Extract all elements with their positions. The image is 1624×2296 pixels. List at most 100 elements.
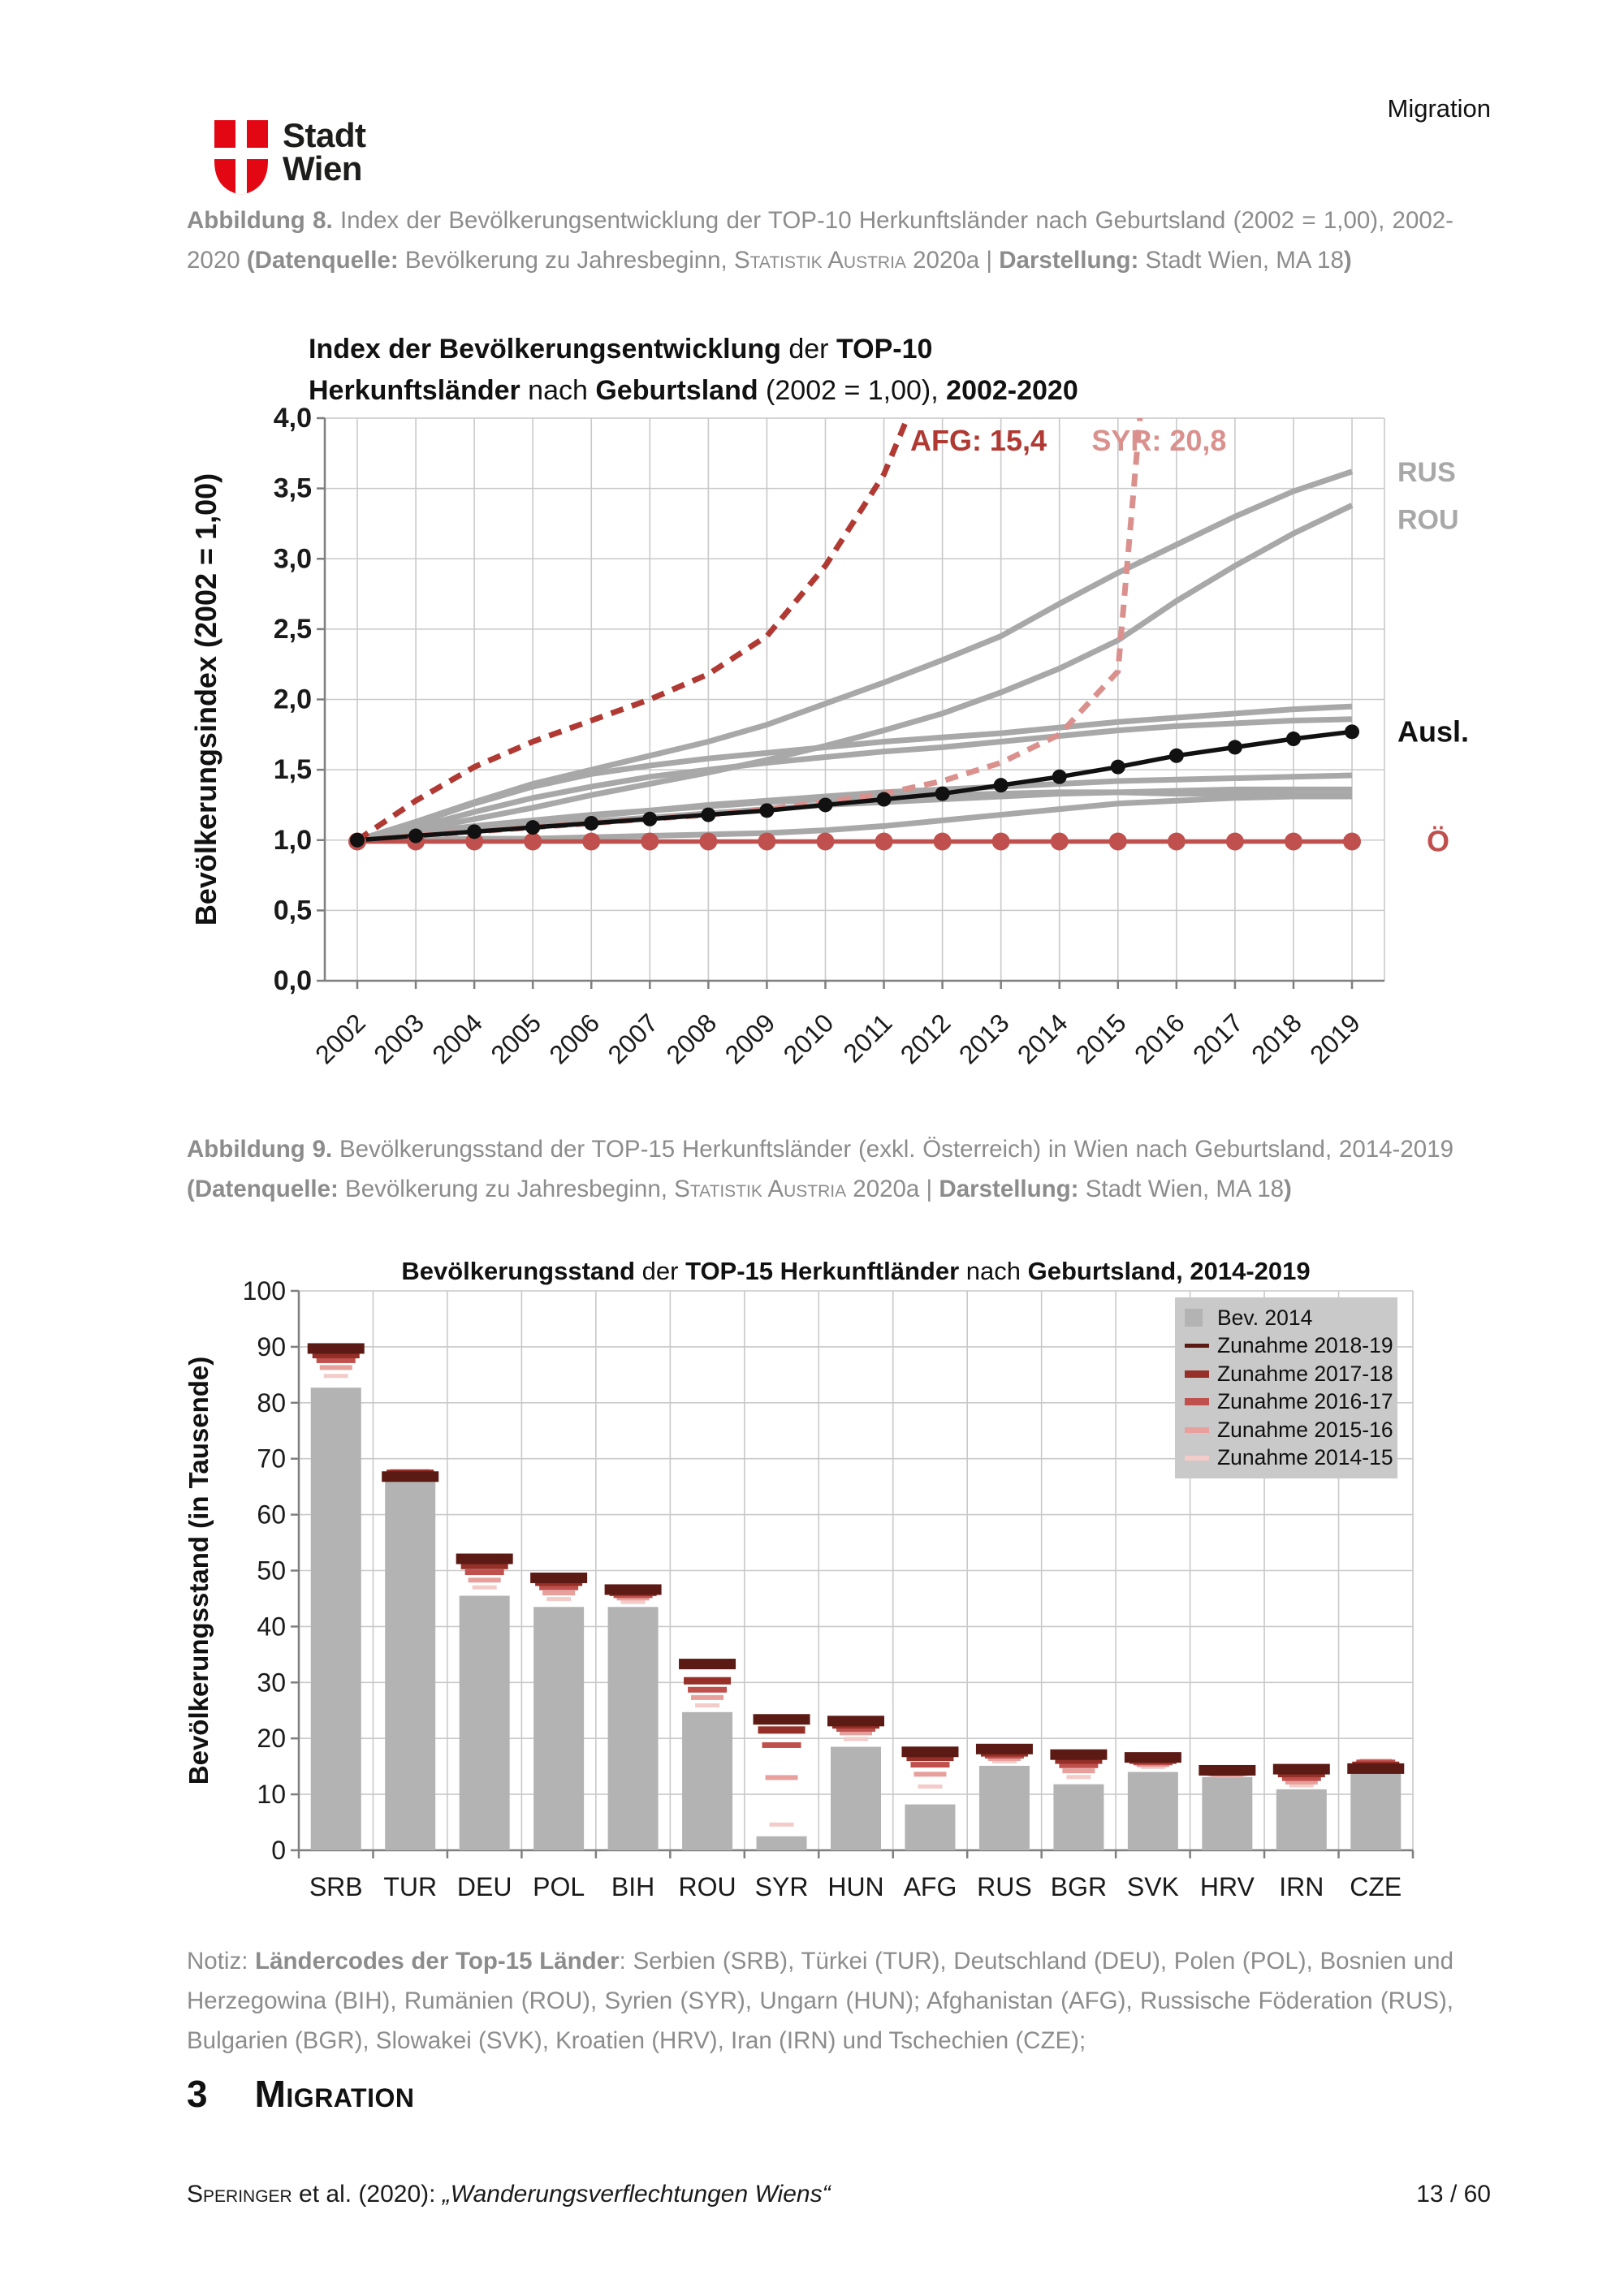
series-Ausl.-marker: [818, 797, 833, 813]
y-tick-label: 2,5: [274, 614, 312, 645]
text-segment: Abbildung 8.: [187, 207, 333, 234]
increase-dash-BGR-2017-18: [1055, 1756, 1103, 1764]
y-tick-label: 4,0: [274, 403, 312, 434]
bar-label-SRB: SRB: [309, 1872, 363, 1901]
text-segment: der: [635, 1257, 686, 1285]
increase-dash-BGR-2018-19: [1050, 1749, 1108, 1760]
figure8-caption: Abbildung 8. Index der Bevölkerungsentwi…: [187, 201, 1453, 281]
increase-dash-POL-2018-19: [530, 1572, 588, 1583]
increase-dash-POL-2014-15: [546, 1597, 572, 1602]
y-tick-label: 70: [257, 1444, 286, 1474]
series-Ö-marker: [641, 832, 659, 851]
y-tick-label: 2,0: [274, 684, 312, 715]
increase-dash-SRB-2016-17: [316, 1357, 356, 1363]
series-Ausl.-marker: [584, 815, 599, 831]
increase-dash-SRB-2014-15: [323, 1374, 348, 1379]
chart1-title: Index der Bevölkerungsentwicklung der TO…: [309, 329, 1078, 412]
legend-dash-icon: [1185, 1344, 1211, 1349]
page-footer: Speringer et al. (2020): „Wanderungsverf…: [187, 2181, 1491, 2208]
increase-dash-IRN-2015-16: [1285, 1779, 1318, 1785]
bar-label-CZE: CZE: [1350, 1872, 1402, 1901]
series-Ausl.-marker: [350, 832, 365, 848]
increase-dash-BGR-2015-16: [1062, 1768, 1095, 1774]
bar-IRN: [1276, 1789, 1327, 1850]
series-Ausl.-marker: [1345, 724, 1360, 740]
series-Ausl.-marker: [1227, 740, 1242, 755]
series-unlabeled-5-line: [356, 789, 1353, 844]
y-tick-label: 80: [257, 1388, 286, 1418]
bar-label-TUR: TUR: [383, 1872, 437, 1901]
series-Ö-marker: [875, 832, 893, 851]
bar-label-HRV: HRV: [1200, 1872, 1255, 1901]
increase-dash-DEU-2016-17: [464, 1569, 504, 1576]
chart2-title: Bevölkerungsstand der TOP-15 Herkunftlän…: [299, 1257, 1413, 1286]
bar-BIH: [607, 1607, 659, 1850]
legend-label: Bev. 2014: [1217, 1305, 1313, 1330]
legend-item: Zunahme 2014-15: [1185, 1444, 1393, 1473]
increase-dash-ROU-2016-17: [688, 1686, 728, 1693]
increase-dash-HUN-2016-17: [836, 1725, 875, 1732]
bar-SYR: [756, 1836, 807, 1850]
y-tick-label: 10: [257, 1780, 286, 1809]
series-Ausl.-marker: [993, 778, 1009, 793]
increase-dash-SYR-2017-18: [758, 1726, 806, 1734]
bar-label-SVK: SVK: [1127, 1872, 1179, 1901]
series-label-Ö: Ö: [1427, 824, 1449, 857]
section-heading: 3 Migration: [187, 2072, 414, 2116]
series-Ausl.-marker: [1285, 732, 1301, 747]
chart1-title-line1: Index der Bevölkerungsentwicklung der TO…: [309, 329, 1078, 370]
increase-dash-BGR-2016-17: [1059, 1762, 1099, 1768]
increase-dash-HRV-2018-19: [1199, 1764, 1256, 1776]
increase-dash-DEU-2018-19: [456, 1553, 513, 1564]
series-unlabeled-6-line: [357, 793, 1353, 844]
increase-dash-TUR-2018-19: [382, 1471, 439, 1482]
series-Ö-marker: [1167, 832, 1186, 851]
text-segment: 2020a |: [905, 246, 1000, 274]
bar-label-IRN: IRN: [1279, 1872, 1324, 1901]
bar-AFG: [905, 1804, 956, 1850]
x-tick-label: 2017: [1187, 1008, 1249, 1069]
legend-label: Zunahme 2017-18: [1217, 1361, 1393, 1386]
text-segment: Statistik Austria: [733, 246, 906, 274]
text-segment: Abbildung 9.: [187, 1136, 333, 1163]
text-segment: Ländercodes der Top-15 Länder: [255, 1948, 620, 1974]
text-segment: : Serbien (SRB), Türkei (TUR), Deutschla…: [187, 1948, 1453, 2054]
chart2-legend: Bev. 2014 Zunahme 2018-19 Zunahme 2017-18 Z…: [1175, 1297, 1397, 1478]
x-tick-label: 2011: [837, 1008, 897, 1068]
text-segment: Stadt Wien, MA 18: [1138, 246, 1344, 274]
legend-label: Zunahme 2014-15: [1217, 1445, 1393, 1470]
chart1-labels: 4,03,53,02,52,01,51,00,50,02002200320042…: [189, 403, 1469, 1069]
text-segment: Bevölkerungsstand: [401, 1257, 636, 1285]
increase-dash-RUS-2014-15: [991, 1759, 1017, 1763]
series-unlabeled-2-line: [356, 716, 1353, 844]
text-segment: et al. (2020):: [292, 2181, 443, 2208]
footer-citation: Speringer et al. (2020): „Wanderungsverf…: [187, 2181, 831, 2208]
logo-wordmark: Stadt Wien: [283, 118, 366, 185]
legend-dash-icon: [1185, 1398, 1211, 1406]
x-tick-label: 2019: [1304, 1008, 1366, 1069]
text-segment: Herkunftsländer: [309, 375, 520, 406]
series-Ausl.-marker: [935, 786, 950, 801]
text-segment: Statistik Austria: [674, 1175, 847, 1202]
text-segment: Darstellung:: [999, 246, 1139, 274]
increase-dash-SRB-2017-18: [312, 1351, 360, 1359]
series-Ausl.-marker: [1052, 769, 1067, 784]
figure8-line-chart: Index der Bevölkerungsentwicklung der TO…: [187, 329, 1494, 1104]
series-Ö-marker: [1284, 832, 1302, 851]
text-segment: ): [1343, 246, 1352, 274]
bar-label-RUS: RUS: [977, 1872, 1032, 1901]
series-Ausl.-marker: [525, 820, 541, 835]
increase-dash-IRN-2018-19: [1272, 1763, 1330, 1775]
wien-shield-icon: [214, 120, 268, 195]
increase-dash-ROU-2015-16: [691, 1694, 724, 1700]
series-label-Ausl.: Ausl.: [1397, 714, 1469, 748]
increase-dash-SYR-2018-19: [753, 1714, 810, 1725]
legend-item: Zunahme 2015-16: [1185, 1416, 1393, 1444]
text-segment: ): [1284, 1175, 1292, 1202]
x-tick-label: 2012: [895, 1008, 957, 1069]
text-segment: (Datenquelle:: [246, 246, 399, 274]
bar-HRV: [1202, 1776, 1253, 1850]
annotation-SYR: SYR: 20,8: [1091, 424, 1226, 457]
series-Ö-marker: [991, 832, 1010, 851]
text-segment: TOP-10: [836, 334, 933, 365]
